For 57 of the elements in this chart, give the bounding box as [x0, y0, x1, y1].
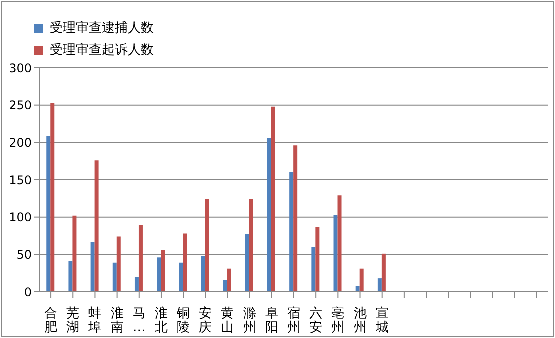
bar [157, 258, 162, 292]
x-tick-label: 池州 [354, 306, 367, 336]
bar [205, 199, 210, 292]
y-tick-label: 100 [9, 210, 32, 225]
bar [378, 278, 382, 292]
bar [249, 199, 254, 292]
bar [134, 277, 139, 292]
bar [112, 262, 117, 292]
bar [334, 215, 338, 292]
y-tick-label: 300 [9, 61, 32, 76]
bar [138, 226, 143, 292]
y-tick-label: 200 [9, 136, 32, 150]
bar [245, 234, 250, 292]
x-tick-label: 淮北 [154, 306, 168, 336]
bar [72, 216, 77, 292]
bar [50, 103, 55, 292]
bar [294, 146, 298, 292]
x-tick-label: 滁州 [243, 306, 256, 336]
y-tick-label: 250 [9, 98, 32, 113]
bar [90, 242, 95, 292]
bar [271, 106, 276, 292]
bar [290, 172, 294, 292]
x-tick-label: 芜湖 [66, 306, 80, 336]
x-tick-label: 蚌埠 [88, 306, 102, 336]
bar [312, 247, 316, 292]
bar [382, 254, 386, 292]
bar [179, 262, 184, 292]
bar [360, 268, 364, 292]
x-tick-label: 马… [132, 306, 146, 336]
bar [68, 261, 73, 292]
x-tick-label: 铜陵 [176, 306, 190, 336]
bar [116, 236, 121, 292]
bar [46, 136, 51, 292]
x-tick-label: 淮南 [110, 306, 124, 336]
bar [356, 286, 360, 292]
bar [94, 160, 99, 292]
x-tick-label: 宿州 [288, 306, 300, 336]
bar [183, 234, 188, 292]
x-tick-label: 亳州 [332, 306, 345, 336]
bar [227, 268, 232, 292]
bar [338, 196, 342, 292]
bar [161, 250, 166, 292]
y-tick-label: 150 [9, 173, 32, 188]
y-tick-label: 0 [24, 285, 32, 300]
x-tick-label: 六安 [310, 306, 323, 336]
x-tick-label: 宣城 [374, 306, 389, 336]
y-tick-label: 50 [16, 248, 32, 262]
x-tick-label: 阜阳 [265, 306, 278, 336]
x-tick-label: 黄山 [221, 306, 234, 336]
x-tick-label: 安庆 [199, 306, 212, 336]
bar [316, 227, 320, 292]
bar [201, 256, 206, 292]
legend-label: 受理审查逮捕人数 [50, 20, 154, 37]
bar [223, 280, 228, 292]
bar [267, 138, 272, 292]
legend-label: 受理审查起诉人数 [50, 42, 154, 59]
x-tick-label: 合肥 [44, 306, 58, 336]
